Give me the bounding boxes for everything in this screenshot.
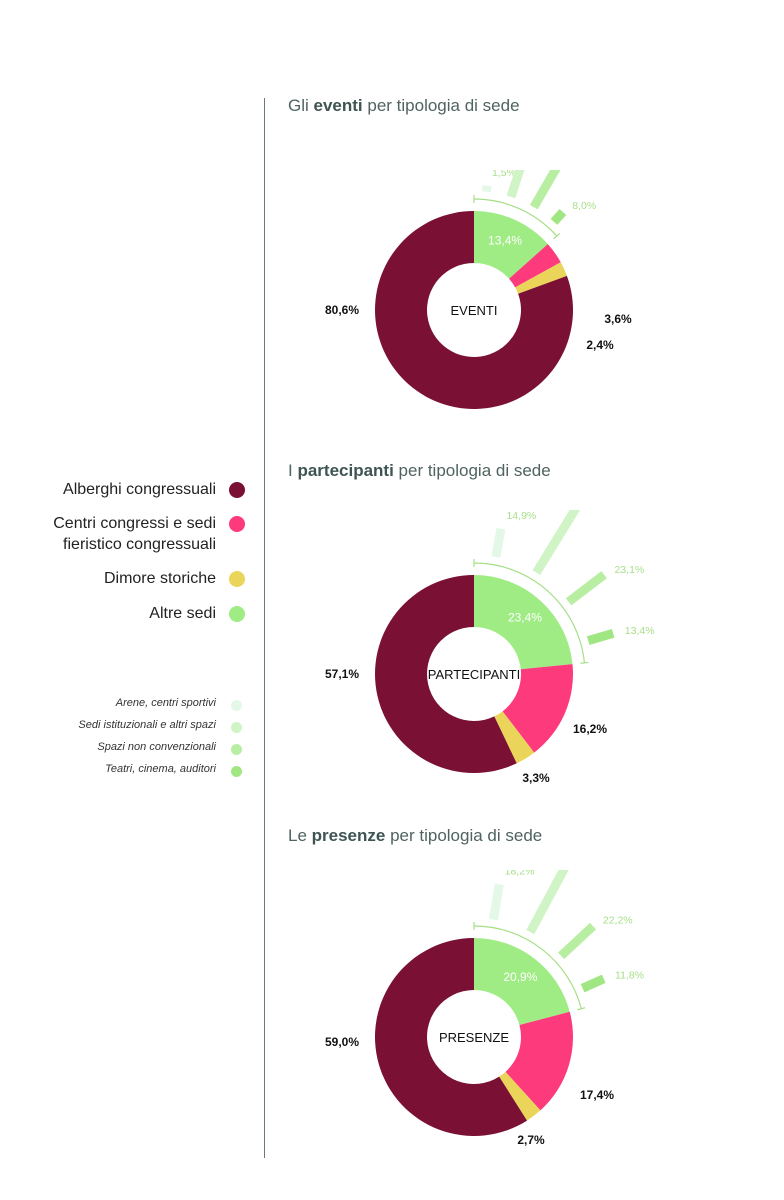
center-label: PRESENZE: [439, 1030, 509, 1045]
slice-label-centri: 3,6%: [604, 312, 632, 326]
donut-chart-presenze: PRESENZE20,9%59,0%17,4%2,7%18,2%47,8%22,…: [325, 870, 644, 1147]
center-label: EVENTI: [451, 303, 498, 318]
slice-label-centri: 17,4%: [580, 1088, 614, 1102]
slice-alberghi: [375, 575, 517, 773]
slice-label-altre: 20,9%: [503, 970, 537, 984]
breakdown-bar-spazi-non-convenzionali: [529, 170, 561, 210]
slice-label-alberghi: 57,1%: [325, 667, 359, 681]
slice-centri: [505, 1011, 573, 1111]
legend-label-centri: Centri congressi e sedi fieristico congr…: [53, 515, 216, 553]
slice-label-dimore: 3,3%: [522, 771, 550, 785]
legend-label-dimore: Dimore storiche: [103, 570, 216, 587]
slice-label-altre: 13,4%: [488, 234, 522, 248]
legend-sub-dot-arene: [231, 700, 242, 711]
legend-sub-label-arene: Arene, centri sportivi: [115, 697, 216, 709]
breakdown-label-spazi-non-convenzionali: 23,1%: [614, 564, 644, 576]
legend-sub-dot-sedi: [231, 722, 242, 733]
slice-dimore: [499, 1071, 541, 1121]
legend-sub-label-spazi: Spazi non convenzionali: [97, 741, 216, 753]
breakdown-label-arene: 1,5%: [492, 170, 516, 179]
slice-alberghi: [375, 938, 528, 1136]
slice-centri: [502, 664, 573, 753]
breakdown-bar-arene: [482, 185, 492, 193]
chart-title-partecipanti: I partecipanti per tipologia di sede: [288, 461, 551, 480]
bracket-tick-end: [553, 232, 561, 240]
breakdown-label-arene: 14,9%: [506, 510, 536, 522]
slice-centri: [509, 244, 561, 288]
breakdown-label-teatri: 11,8%: [615, 970, 644, 982]
breakdown-bar-sedi-istituzionali: [532, 510, 581, 575]
donut-chart-eventi: EVENTI13,4%80,6%3,6%2,4%1,5%56,6%33,9%8,…: [325, 170, 632, 409]
breakdown-bar-spazi-non-convenzionali: [557, 922, 597, 960]
slice-altre: [474, 938, 570, 1026]
slice-dimore: [515, 262, 567, 294]
vertical-divider: [264, 98, 265, 1158]
breakdown-bar-spazi-non-convenzionali: [565, 571, 607, 606]
breakdown-label-arene: 18,2%: [505, 870, 535, 877]
center-label: PARTECIPANTI: [428, 667, 520, 682]
slice-alberghi: [375, 211, 573, 409]
legend-dot-centri: [229, 516, 245, 532]
legend-label-alberghi: Alberghi congressuali: [63, 481, 216, 498]
legend-dot-altre: [229, 606, 245, 622]
slice-altre: [474, 575, 573, 670]
slice-label-alberghi: 59,0%: [325, 1035, 359, 1049]
breakdown-bar-arene: [489, 883, 504, 921]
breakdown-bar-teatri: [580, 974, 606, 993]
bracket-tick-end: [580, 661, 589, 664]
breakdown-label-spazi-non-convenzionali: 22,2%: [603, 915, 633, 927]
slice-label-centri: 16,2%: [573, 722, 607, 736]
breakdown-bar-arene: [491, 527, 506, 558]
slice-altre: [474, 211, 548, 279]
chart-title-presenze: Le presenze per tipologia di sede: [288, 826, 543, 845]
legend-sub-dot-spazi: [231, 744, 242, 755]
donut-chart-partecipanti: PARTECIPANTI23,4%57,1%16,2%3,3%14,9%48,6…: [325, 510, 655, 785]
chart-title-eventi: Gli eventi per tipologia di sede: [288, 96, 520, 115]
breakdown-bracket: [473, 925, 582, 1009]
slice-dimore: [494, 711, 535, 764]
legend-sub-label-teatri: Teatri, cinema, auditori: [105, 763, 216, 775]
breakdown-bracket: [473, 198, 558, 237]
breakdown-bracket: [473, 562, 586, 663]
legend-label-altre: Altre sedi: [149, 605, 216, 622]
slice-label-altre: 23,4%: [508, 611, 542, 625]
slice-label-dimore: 2,4%: [586, 338, 614, 352]
breakdown-bar-teatri: [550, 208, 567, 225]
breakdown-bar-sedi-istituzionali: [526, 870, 569, 935]
breakdown-label-teatri: 13,4%: [625, 625, 655, 637]
breakdown-label-teatri: 8,0%: [572, 200, 596, 212]
legend-sub-label-sedi: Sedi istituzionali e altri spazi: [78, 719, 216, 731]
legend-dot-alberghi: [229, 482, 245, 498]
slice-label-dimore: 2,7%: [517, 1133, 545, 1147]
breakdown-bar-sedi-istituzionali: [506, 170, 525, 199]
legend-sub-dot-teatri: [231, 766, 242, 777]
breakdown-bar-teatri: [586, 629, 615, 645]
bracket-tick-end: [577, 1007, 586, 1011]
slice-label-alberghi: 80,6%: [325, 303, 359, 317]
legend-dot-dimore: [229, 571, 245, 587]
